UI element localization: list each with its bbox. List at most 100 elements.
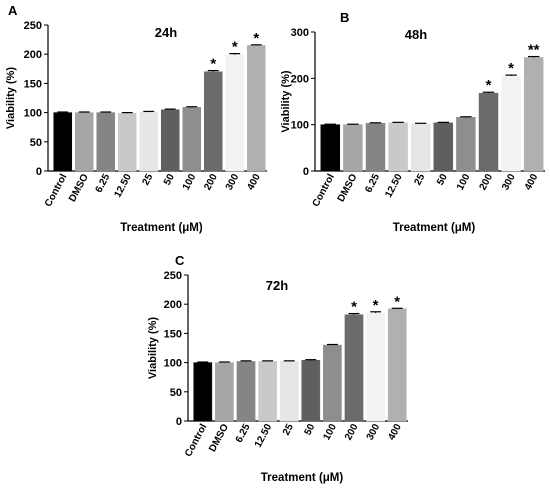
- panel-label: B: [340, 10, 349, 25]
- x-axis-label: Treatment (μM): [120, 222, 203, 234]
- significance-marker: *: [486, 77, 492, 94]
- bar-12-50: [258, 361, 277, 422]
- x-tick-label: Control: [311, 172, 338, 209]
- x-tick-label: 50: [303, 422, 318, 437]
- y-axis-label: Viability (%): [147, 317, 159, 379]
- y-axis-label: Viability (%): [280, 70, 292, 132]
- x-axis-label: Treatment (μM): [261, 472, 344, 484]
- x-tick-label: 300: [365, 422, 383, 442]
- bar-400: [523, 57, 544, 172]
- x-tick-label: 100: [181, 172, 199, 192]
- y-tick-label: 150: [164, 328, 182, 340]
- x-tick-label: 25: [281, 422, 296, 437]
- y-tick-label: 200: [291, 73, 309, 85]
- significance-marker: *: [253, 30, 259, 47]
- bar-100: [323, 344, 342, 422]
- significance-marker: *: [373, 297, 379, 314]
- bar-300: [501, 75, 521, 172]
- bar-100: [182, 107, 202, 172]
- x-tick-label: 200: [478, 172, 496, 192]
- x-tick-label: 100: [322, 422, 340, 442]
- significance-marker: **: [528, 42, 540, 59]
- x-tick-label: 12.50: [383, 172, 405, 200]
- bar-12-50: [117, 112, 137, 172]
- significance-marker: *: [508, 60, 514, 77]
- x-tick-label: 6.25: [363, 172, 382, 195]
- x-tick-label: 100: [455, 172, 473, 192]
- panel-label: C: [175, 253, 185, 268]
- y-tick-label: 200: [164, 299, 182, 311]
- x-tick-label: 6.25: [94, 172, 113, 195]
- x-axis-label: Treatment (μM): [393, 222, 476, 234]
- y-tick-label: 150: [24, 78, 42, 90]
- y-tick-label: 250: [24, 20, 42, 32]
- bar-50: [301, 360, 321, 422]
- bar-control: [320, 124, 341, 172]
- bar-200: [478, 92, 499, 172]
- y-axis-label: Viability (%): [5, 67, 17, 129]
- chart-title: 24h: [155, 25, 177, 40]
- x-tick-label: 400: [245, 172, 263, 192]
- bar-50: [433, 122, 454, 172]
- bar-dmso: [343, 124, 363, 172]
- bar-6-25: [236, 361, 256, 422]
- x-tick-label: DMSO: [67, 172, 91, 204]
- bar-200: [344, 314, 364, 422]
- significance-marker: *: [351, 299, 357, 316]
- x-tick-label: 400: [386, 422, 404, 442]
- x-tick-label: 300: [224, 172, 242, 192]
- bar-12-50: [388, 122, 408, 172]
- bar-dmso: [215, 362, 234, 422]
- bar-400: [387, 308, 407, 422]
- y-tick-label: 0: [176, 416, 182, 428]
- bar-25: [279, 361, 299, 422]
- bar-6-25: [365, 123, 386, 172]
- y-tick-label: 200: [24, 49, 42, 61]
- x-tick-label: 300: [500, 172, 518, 192]
- bar-300: [366, 312, 385, 422]
- x-tick-label: Control: [183, 422, 210, 459]
- chart-panel-c: C 72h 0 50 100 150 200 250 Viability (%) ControlD…: [147, 253, 408, 484]
- bar-100: [456, 117, 476, 172]
- significance-marker: *: [232, 39, 238, 56]
- x-tick-label: 200: [202, 172, 220, 192]
- y-tick-label: 0: [303, 166, 309, 178]
- x-tick-label: 50: [162, 172, 177, 187]
- significance-marker: *: [210, 56, 216, 73]
- panel-label: A: [8, 3, 18, 18]
- y-tick-label: 100: [164, 358, 182, 370]
- bar-300: [225, 54, 245, 172]
- bar-50: [160, 109, 180, 172]
- chart-panel-a: A 24h 0 50 100 150 200 250 Viability (%) ControlD…: [5, 3, 267, 234]
- x-tick-label: 6.25: [234, 422, 253, 445]
- chart-title: 48h: [405, 27, 427, 42]
- y-tick-label: 250: [164, 270, 182, 282]
- bar-25: [139, 111, 159, 172]
- x-tick-label: 25: [140, 172, 155, 187]
- significance-marker: *: [394, 293, 400, 310]
- bar-6-25: [96, 112, 116, 172]
- x-tick-label: 25: [412, 172, 427, 187]
- x-tick-label: 200: [343, 422, 361, 442]
- bar-25: [410, 123, 431, 172]
- y-tick-label: 0: [36, 166, 42, 178]
- bar-control: [193, 362, 213, 422]
- bar-dmso: [74, 112, 94, 172]
- x-tick-label: DMSO: [207, 422, 231, 454]
- x-tick-label: 400: [523, 172, 541, 192]
- y-tick-label: 50: [170, 387, 182, 399]
- x-tick-label: DMSO: [336, 172, 360, 204]
- y-tick-label: 100: [24, 108, 42, 120]
- chart-title: 72h: [266, 278, 288, 293]
- bar-400: [246, 45, 266, 172]
- y-tick-label: 50: [30, 137, 42, 149]
- bar-200: [203, 71, 223, 172]
- x-tick-label: 12.50: [253, 422, 275, 450]
- x-tick-label: Control: [43, 172, 70, 209]
- y-tick-label: 300: [291, 27, 309, 39]
- y-tick-label: 100: [291, 120, 309, 132]
- x-tick-label: 50: [435, 172, 450, 187]
- bar-control: [53, 112, 73, 172]
